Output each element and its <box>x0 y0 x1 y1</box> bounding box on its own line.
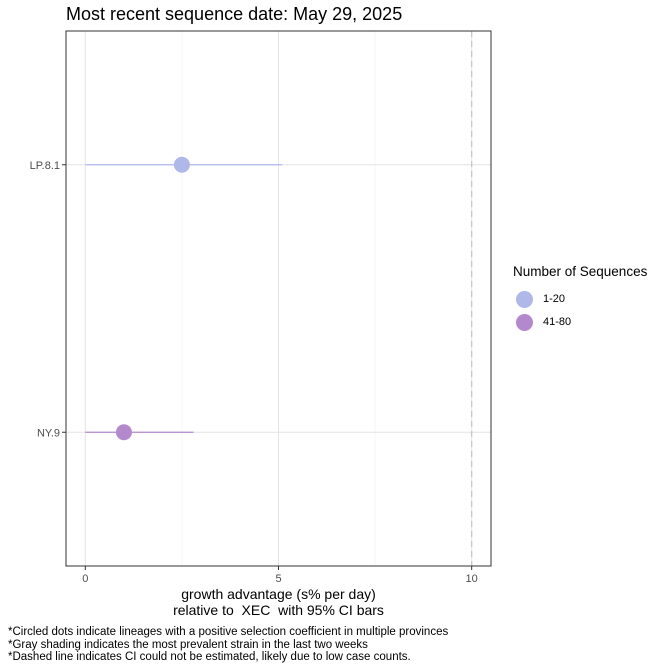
x-axis-label-line2: relative to XEC with 95% CI bars <box>173 602 384 618</box>
legend-swatch-41-80 <box>516 313 533 331</box>
legend: Number of Sequences 1-20 41-80 <box>513 264 648 331</box>
legend-label-1-20: 1-20 <box>543 293 566 305</box>
x-axis-label-line1: growth advantage (s% per day) <box>181 586 376 602</box>
legend-title: Number of Sequences <box>513 264 648 279</box>
legend-item-1-20: 1-20 <box>513 288 565 310</box>
footnotes: *Circled dots indicate lineages with a p… <box>8 626 448 664</box>
legend-swatch-1-20 <box>516 290 533 308</box>
footnote-gray-shading: *Gray shading indicates the most prevale… <box>8 638 368 651</box>
footnote-circled-dots: *Circled dots indicate lineages with a p… <box>8 626 449 638</box>
legend-label-41-80: 41-80 <box>543 316 572 328</box>
x-tick-label: 0 <box>82 573 88 585</box>
data-point-LP.8.1 <box>173 156 190 173</box>
x-tick-label: 5 <box>275 573 281 585</box>
legend-item-41-80: 41-80 <box>513 311 571 333</box>
x-tick-label: 10 <box>466 573 478 585</box>
footnote-dashed-line: *Dashed line indicates CI could not be e… <box>8 651 411 663</box>
chart-title: Most recent sequence date: May 29, 2025 <box>66 4 403 24</box>
y-tick-label-NY.9: NY.9 <box>37 427 60 439</box>
data-point-NY.9 <box>115 424 132 441</box>
x-axis-label: growth advantage (s% per day) relative t… <box>66 586 491 618</box>
y-tick-label-LP.8.1: LP.8.1 <box>30 160 60 172</box>
